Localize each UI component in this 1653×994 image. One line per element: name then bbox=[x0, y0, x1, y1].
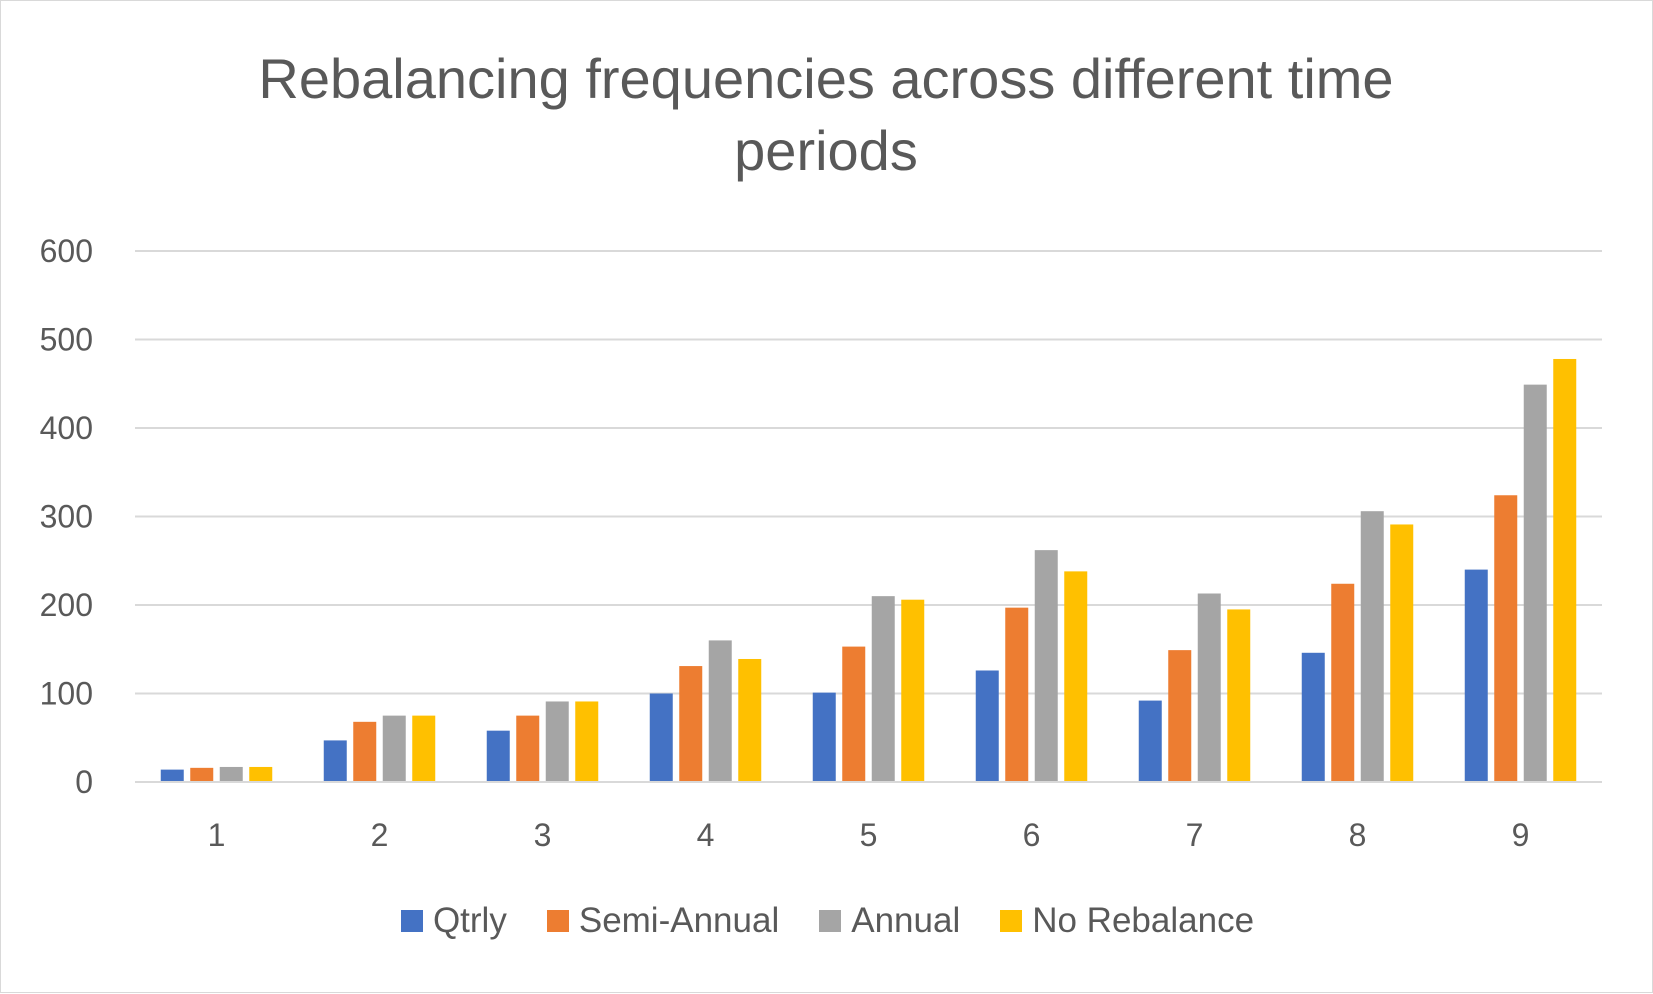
y-axis-tick-labels: 0 100 200 300 400 500 600 bbox=[40, 233, 93, 800]
bar-semi-annual-9 bbox=[1494, 495, 1518, 782]
y-tick-label: 500 bbox=[40, 322, 93, 358]
x-tick-label: 7 bbox=[1186, 817, 1204, 853]
x-tick-label: 2 bbox=[371, 817, 389, 853]
legend-swatch bbox=[819, 910, 842, 932]
bar-no-rebalance-1 bbox=[249, 766, 273, 782]
y-tick-label: 200 bbox=[40, 587, 93, 623]
legend-swatch bbox=[400, 910, 423, 932]
bar-semi-annual-8 bbox=[1331, 583, 1355, 782]
y-tick-label: 600 bbox=[40, 233, 93, 269]
bar-qtrly-2 bbox=[323, 740, 347, 782]
bar-semi-annual-6 bbox=[1005, 607, 1029, 782]
legend-item: Semi-Annual bbox=[546, 901, 780, 941]
legend-label: Qtrly bbox=[432, 901, 507, 940]
bar-qtrly-7 bbox=[1138, 700, 1162, 782]
bar-no-rebalance-3 bbox=[575, 701, 599, 782]
x-tick-label: 6 bbox=[1023, 817, 1041, 853]
x-tick-label: 3 bbox=[534, 817, 552, 853]
legend: Qtrly Semi-Annual Annual No Rebalance bbox=[1, 901, 1653, 941]
y-tick-label: 300 bbox=[40, 499, 93, 535]
x-tick-label: 1 bbox=[208, 817, 226, 853]
bar-annual-8 bbox=[1360, 511, 1384, 782]
bar-no-rebalance-4 bbox=[738, 658, 762, 782]
bar-qtrly-8 bbox=[1301, 652, 1325, 782]
bar-annual-1 bbox=[219, 766, 243, 782]
y-tick-label: 100 bbox=[40, 676, 93, 712]
bar-annual-4 bbox=[708, 640, 732, 782]
y-tick-label: 0 bbox=[75, 764, 93, 800]
bar-no-rebalance-2 bbox=[412, 715, 436, 782]
bar-no-rebalance-6 bbox=[1064, 571, 1088, 782]
legend-item: No Rebalance bbox=[1000, 901, 1254, 941]
legend-item: Annual bbox=[819, 901, 960, 941]
x-tick-label: 8 bbox=[1349, 817, 1367, 853]
bar-no-rebalance-5 bbox=[901, 599, 925, 782]
bar-qtrly-4 bbox=[649, 693, 673, 782]
bar-qtrly-1 bbox=[160, 769, 184, 782]
legend-swatch bbox=[546, 910, 569, 932]
bar-annual-5 bbox=[871, 596, 895, 782]
x-tick-label: 5 bbox=[860, 817, 878, 853]
x-tick-label: 9 bbox=[1512, 817, 1530, 853]
bar-qtrly-3 bbox=[486, 730, 510, 782]
bar-qtrly-9 bbox=[1464, 569, 1488, 782]
legend-label: Annual bbox=[851, 901, 961, 940]
legend-swatch bbox=[1000, 910, 1023, 932]
bar-semi-annual-3 bbox=[516, 715, 540, 782]
bar-annual-6 bbox=[1034, 550, 1058, 782]
legend-label: Semi-Annual bbox=[578, 901, 780, 940]
bar-semi-annual-7 bbox=[1168, 650, 1192, 782]
bar-annual-2 bbox=[382, 715, 406, 782]
bars bbox=[135, 358, 1602, 783]
bar-semi-annual-1 bbox=[190, 767, 214, 782]
y-tick-label: 400 bbox=[40, 410, 93, 446]
x-tick-label: 4 bbox=[697, 817, 715, 853]
bar-no-rebalance-7 bbox=[1227, 609, 1251, 782]
bar-semi-annual-2 bbox=[353, 721, 377, 782]
bar-qtrly-5 bbox=[812, 692, 836, 782]
chart-title: Rebalancing frequencies across different… bbox=[258, 47, 1394, 182]
bar-semi-annual-5 bbox=[842, 646, 866, 782]
bar-annual-7 bbox=[1197, 593, 1221, 782]
bar-no-rebalance-9 bbox=[1553, 358, 1577, 782]
x-axis-tick-labels: 1 2 3 4 5 6 7 8 9 bbox=[208, 817, 1530, 853]
bar-no-rebalance-8 bbox=[1390, 524, 1414, 782]
bar-annual-3 bbox=[545, 701, 569, 782]
bar-qtrly-6 bbox=[975, 670, 999, 782]
bar-annual-9 bbox=[1523, 384, 1547, 782]
bar-semi-annual-4 bbox=[679, 666, 703, 782]
legend-item: Qtrly bbox=[400, 901, 507, 941]
legend-label: No Rebalance bbox=[1032, 901, 1255, 940]
